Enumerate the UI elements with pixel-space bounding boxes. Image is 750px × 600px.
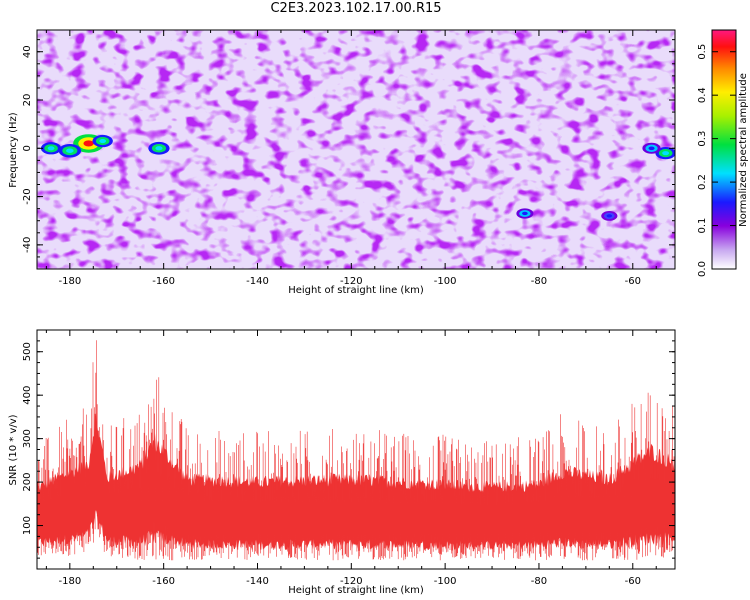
snr-x-ticks: -180 -160 -140 -120 -100 -80 -60 [45,330,657,587]
snr-series-spikes [37,340,675,561]
snr-panel: -180 -160 -140 -120 -100 -80 -60 100 200 300 400 5… [8,329,676,596]
colorbar-tick-label: 0.3 [697,131,708,147]
spectrogram-feature-core [83,140,94,147]
spectrogram-x-tick-label: -80 [531,276,547,287]
snr-y-tick-label: 300 [22,429,33,448]
figure-title: C2E3.2023.102.17.00.R15 [270,1,442,16]
snr-x-tick-label: -80 [531,576,547,587]
colorbar-tick-label: 0.0 [697,261,708,277]
spectrogram-frame [36,29,676,270]
snr-x-tick-label: -160 [152,576,175,587]
colorbar-ticks: 0.0 0.1 0.2 0.3 0.4 0.5 [697,44,736,277]
colorbar: 0.0 0.1 0.2 0.3 0.4 0.5 Normalized spectral a… [697,29,749,277]
spectrogram-y-tick-label: 20 [22,94,33,107]
spectrogram-y-tick-label: 40 [22,45,33,58]
snr-y-tick-label: 100 [22,516,33,535]
spectrogram-x-tick-label: -120 [340,276,363,287]
spectrogram-x-tick-label: -140 [246,276,269,287]
snr-x-tick-label: -120 [340,576,363,587]
spectrogram-x-ticks: -180 -160 -140 -120 -100 -80 -60 [45,30,657,287]
colorbar-label: Normalized spectral amplitude [738,73,749,227]
spectrogram-x-tick-label: -60 [625,276,641,287]
spectrogram-y-tick-label: -40 [22,237,33,253]
spectrogram-x-tick-label: -100 [434,276,457,287]
spectrogram-feature-core [522,211,528,216]
spectrogram-noise-field [37,30,675,269]
spectrogram-feature-core [99,139,107,144]
snr-y-axis-label: SNR (10 * v/v) [8,414,19,485]
snr-y-tick-label: 400 [22,386,33,405]
snr-series-line [37,340,675,561]
spectrogram-panel: -180 -160 -140 -120 -100 -80 -60 -40 -20 0 20 40 H… [8,29,676,296]
spectrogram-feature-core [155,146,163,151]
colorbar-tick-label: 0.1 [697,218,708,234]
snr-y-tick-label: 200 [22,473,33,492]
spectrogram-y-ticks: -40 -20 0 20 40 [22,39,675,270]
snr-y-tick-label: 500 [22,342,33,361]
spectrogram-hot-spots [40,134,675,221]
spectrogram-feature-core [66,148,74,153]
spectrogram-feature-core [47,146,55,151]
snr-x-axis-label: Height of straight line (km) [288,585,424,596]
spectrogram-feature-core [648,146,655,151]
colorbar-tick-label: 0.2 [697,174,708,190]
spectrogram-y-tick-label: -20 [22,188,33,204]
snr-x-tick-label: -60 [625,576,641,587]
spectrogram-x-tick-label: -180 [58,276,81,287]
spectrogram-feature-core [606,214,613,218]
spectrogram-x-tick-label: -160 [152,276,175,287]
colorbar-tick-label: 0.5 [697,44,708,60]
snr-y-ticks: 100 200 300 400 500 [22,329,675,570]
snr-x-tick-label: -180 [58,576,81,587]
spectrogram-x-axis-label: Height of straight line (km) [288,285,424,296]
colorbar-gradient [711,29,737,270]
spectrogram-feature-core [662,151,670,156]
colorbar-tick-label: 0.4 [697,87,708,103]
snr-x-tick-label: -140 [246,576,269,587]
spectrogram-y-axis-label: Frequency (Hz) [8,112,19,188]
snr-x-tick-label: -100 [434,576,457,587]
spectrogram-y-tick-label: 0 [22,145,33,151]
